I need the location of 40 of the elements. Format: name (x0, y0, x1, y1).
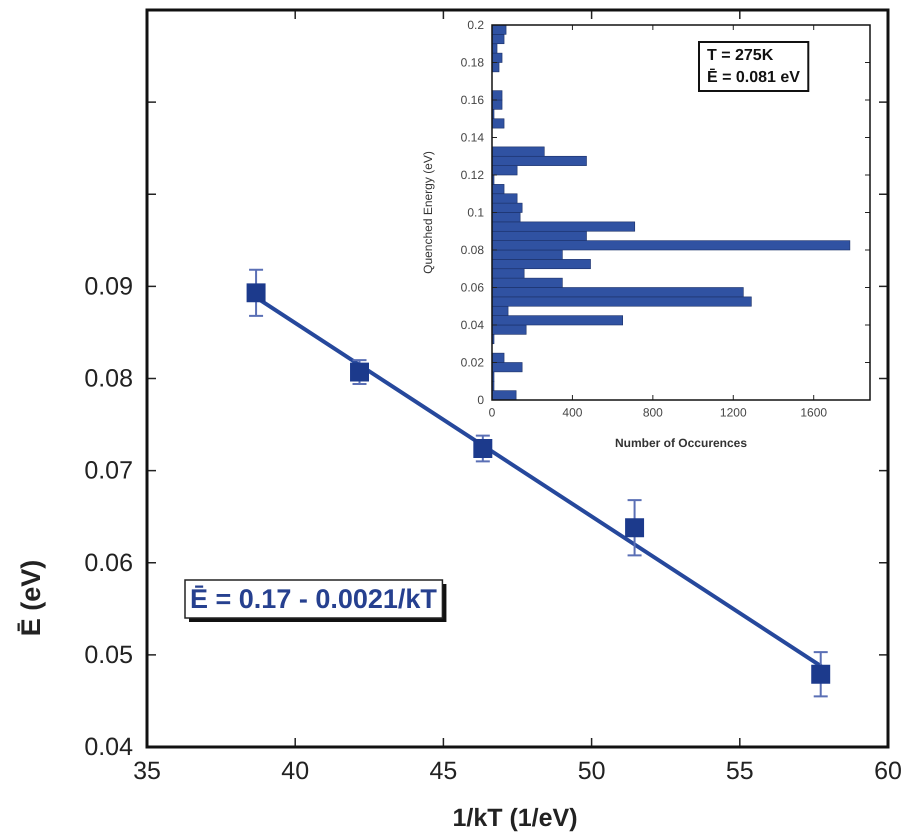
y-axis-title: Quenched Energy (eV) (421, 151, 435, 274)
x-axis-title: 1/kT (1/eV) (452, 804, 578, 832)
x-tick-label: 55 (726, 756, 754, 785)
x-axis-title: Number of Occurences (614, 436, 748, 450)
x-tick-label: 45 (429, 756, 458, 785)
y-tick-label: 0.08 (84, 364, 133, 392)
y-tick-label: 0.08 (460, 242, 484, 257)
annotation: T = 275K (707, 47, 774, 64)
y-tick-label: 0.06 (460, 280, 484, 294)
x-tick-label: 0 (488, 406, 496, 420)
y-tick-label: 0.06 (84, 548, 133, 577)
annotation: Ē = 0.081 eV (707, 68, 800, 86)
x-tick-label: 1600 (800, 406, 828, 420)
y-tick-label: 0 (477, 392, 484, 407)
point (473, 439, 492, 458)
x-tick-label: 60 (874, 756, 902, 785)
y-tick-label: 0.04 (460, 318, 484, 332)
y-tick-label: 0.1 (467, 205, 484, 220)
y-tick-label: 0.07 (84, 456, 133, 485)
y-tick-label: 0.05 (84, 640, 133, 669)
y-tick-label: 0.14 (460, 130, 484, 144)
x-tick-label: 50 (578, 756, 606, 785)
y-tick-label: 0.09 (84, 272, 133, 300)
x-tick-label: 35 (133, 756, 161, 785)
point (246, 283, 266, 302)
y-axis-title: Ē (eV) (16, 560, 46, 636)
y-tick-label: 0.04 (84, 733, 134, 761)
point (625, 518, 644, 538)
annotation: Ē = 0.17 - 0.0021/kT (190, 584, 438, 614)
y-tick-label: 0.02 (460, 355, 484, 370)
point (350, 362, 370, 382)
y-tick-label: 0.16 (460, 92, 484, 107)
y-tick-label: 0.12 (460, 168, 484, 182)
x-tick-label: 400 (562, 406, 583, 420)
x-tick-label: 800 (642, 406, 664, 420)
x-tick-label: 1200 (720, 406, 747, 420)
y-tick-label: 0.18 (460, 55, 484, 70)
point (811, 664, 830, 684)
y-tick-label: 0.2 (467, 18, 484, 32)
x-tick-label: 40 (281, 756, 310, 785)
